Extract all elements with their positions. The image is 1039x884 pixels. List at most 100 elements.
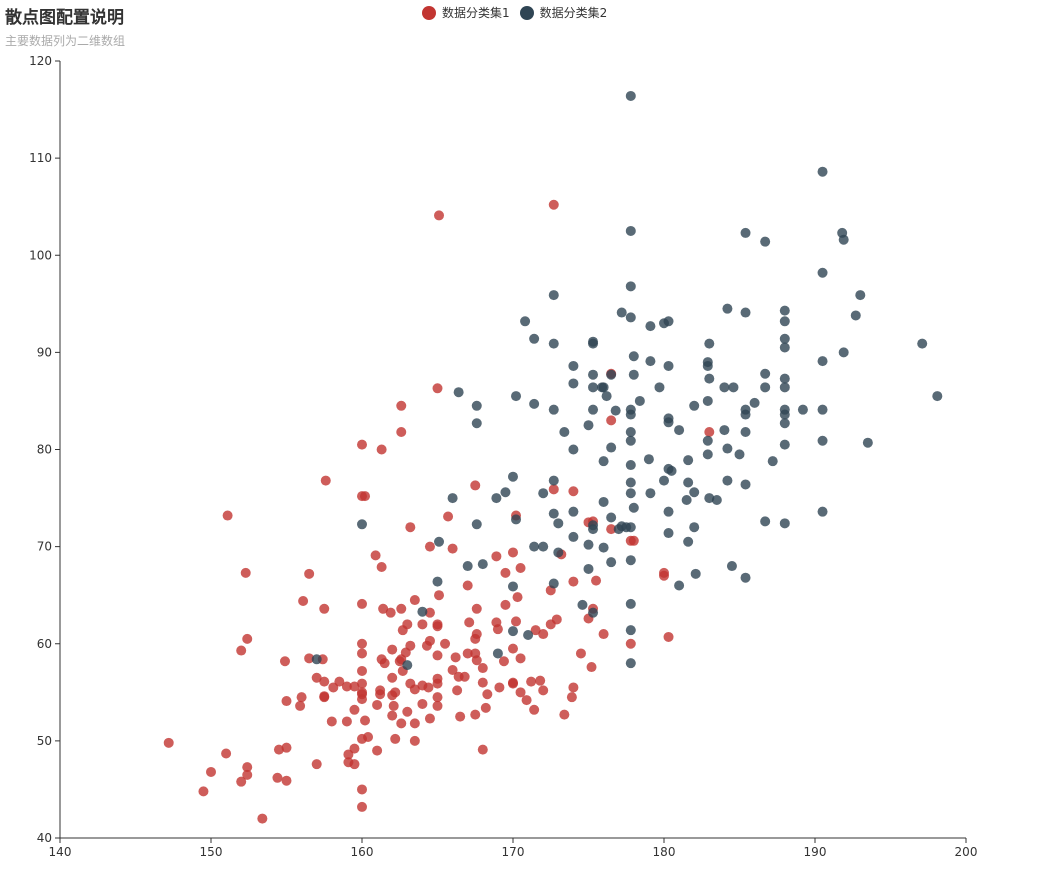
data-point[interactable] [548, 484, 559, 495]
data-point[interactable] [568, 682, 579, 693]
data-point[interactable] [779, 518, 790, 529]
data-point[interactable] [387, 672, 398, 683]
data-point[interactable] [206, 766, 216, 777]
data-point[interactable] [311, 759, 322, 770]
data-point[interactable] [424, 607, 435, 618]
data-point[interactable] [508, 547, 518, 558]
data-point[interactable] [372, 745, 383, 756]
data-point[interactable] [432, 673, 443, 684]
data-point[interactable] [625, 435, 636, 446]
data-point[interactable] [548, 338, 559, 349]
data-point[interactable] [588, 338, 599, 349]
data-point[interactable] [281, 696, 292, 707]
data-point[interactable] [298, 596, 309, 607]
data-point[interactable] [341, 716, 352, 727]
data-point[interactable] [568, 378, 579, 389]
data-point[interactable] [702, 449, 713, 460]
data-point[interactable] [272, 772, 283, 783]
data-point[interactable] [548, 290, 559, 301]
data-point[interactable] [477, 677, 488, 688]
data-point[interactable] [417, 698, 428, 709]
data-point[interactable] [500, 487, 511, 498]
data-point[interactable] [372, 699, 383, 710]
data-point[interactable] [749, 397, 760, 408]
data-point[interactable] [452, 685, 463, 696]
data-point[interactable] [704, 338, 715, 349]
data-point[interactable] [740, 227, 751, 238]
data-point[interactable] [521, 695, 532, 706]
data-point[interactable] [477, 744, 488, 755]
data-point[interactable] [606, 369, 617, 380]
data-point[interactable] [498, 656, 509, 667]
data-point[interactable] [434, 536, 445, 547]
data-point[interactable] [625, 522, 636, 533]
data-point[interactable] [666, 465, 677, 476]
data-point[interactable] [625, 555, 636, 566]
data-point[interactable] [559, 709, 570, 720]
data-point[interactable] [508, 643, 518, 654]
data-point[interactable] [470, 633, 481, 644]
data-point[interactable] [850, 310, 861, 321]
data-point[interactable] [529, 541, 540, 552]
data-point[interactable] [530, 625, 541, 636]
data-point[interactable] [598, 496, 609, 507]
data-point[interactable] [643, 454, 654, 465]
data-point[interactable] [508, 581, 518, 592]
data-point[interactable] [779, 342, 790, 353]
data-point[interactable] [357, 665, 367, 676]
data-point[interactable] [722, 443, 733, 454]
data-point[interactable] [538, 685, 549, 696]
data-point[interactable] [568, 576, 579, 587]
data-point[interactable] [591, 575, 602, 586]
data-point[interactable] [304, 653, 315, 664]
data-point[interactable] [538, 629, 549, 640]
data-point[interactable] [559, 427, 570, 438]
data-point[interactable] [740, 404, 751, 415]
data-point[interactable] [370, 550, 381, 561]
data-point[interactable] [471, 400, 482, 411]
data-point[interactable] [628, 351, 639, 362]
data-point[interactable] [163, 737, 174, 748]
data-point[interactable] [583, 420, 594, 431]
data-point[interactable] [379, 658, 390, 669]
data-point[interactable] [722, 303, 733, 314]
data-point[interactable] [704, 427, 715, 438]
data-point[interactable] [376, 562, 387, 573]
data-point[interactable] [663, 506, 674, 517]
data-point[interactable] [462, 648, 473, 659]
data-point[interactable] [423, 682, 434, 693]
data-point[interactable] [553, 547, 564, 558]
data-point[interactable] [357, 439, 367, 450]
data-point[interactable] [520, 316, 531, 327]
data-point[interactable] [240, 567, 251, 578]
data-point[interactable] [529, 704, 540, 715]
data-point[interactable] [319, 603, 330, 614]
data-point[interactable] [434, 210, 445, 221]
data-point[interactable] [817, 267, 828, 278]
data-point[interactable] [817, 404, 828, 415]
data-point[interactable] [387, 710, 398, 721]
data-point[interactable] [683, 536, 694, 547]
data-point[interactable] [568, 360, 579, 371]
data-point[interactable] [396, 718, 407, 729]
data-point[interactable] [360, 715, 371, 726]
data-point[interactable] [779, 333, 790, 344]
data-point[interactable] [477, 663, 488, 674]
data-point[interactable] [477, 559, 488, 570]
data-point[interactable] [690, 568, 701, 579]
data-point[interactable] [613, 524, 624, 535]
data-point[interactable] [508, 471, 518, 482]
data-point[interactable] [409, 735, 420, 746]
data-point[interactable] [357, 784, 367, 795]
data-point[interactable] [357, 801, 367, 812]
data-point[interactable] [515, 653, 526, 664]
data-point[interactable] [779, 382, 790, 393]
data-point[interactable] [511, 391, 522, 402]
data-point[interactable] [500, 567, 511, 578]
data-point[interactable] [357, 648, 367, 659]
data-point[interactable] [409, 684, 420, 695]
data-point[interactable] [553, 518, 564, 529]
data-point[interactable] [598, 382, 609, 393]
data-point[interactable] [704, 493, 715, 504]
data-point[interactable] [390, 733, 401, 744]
